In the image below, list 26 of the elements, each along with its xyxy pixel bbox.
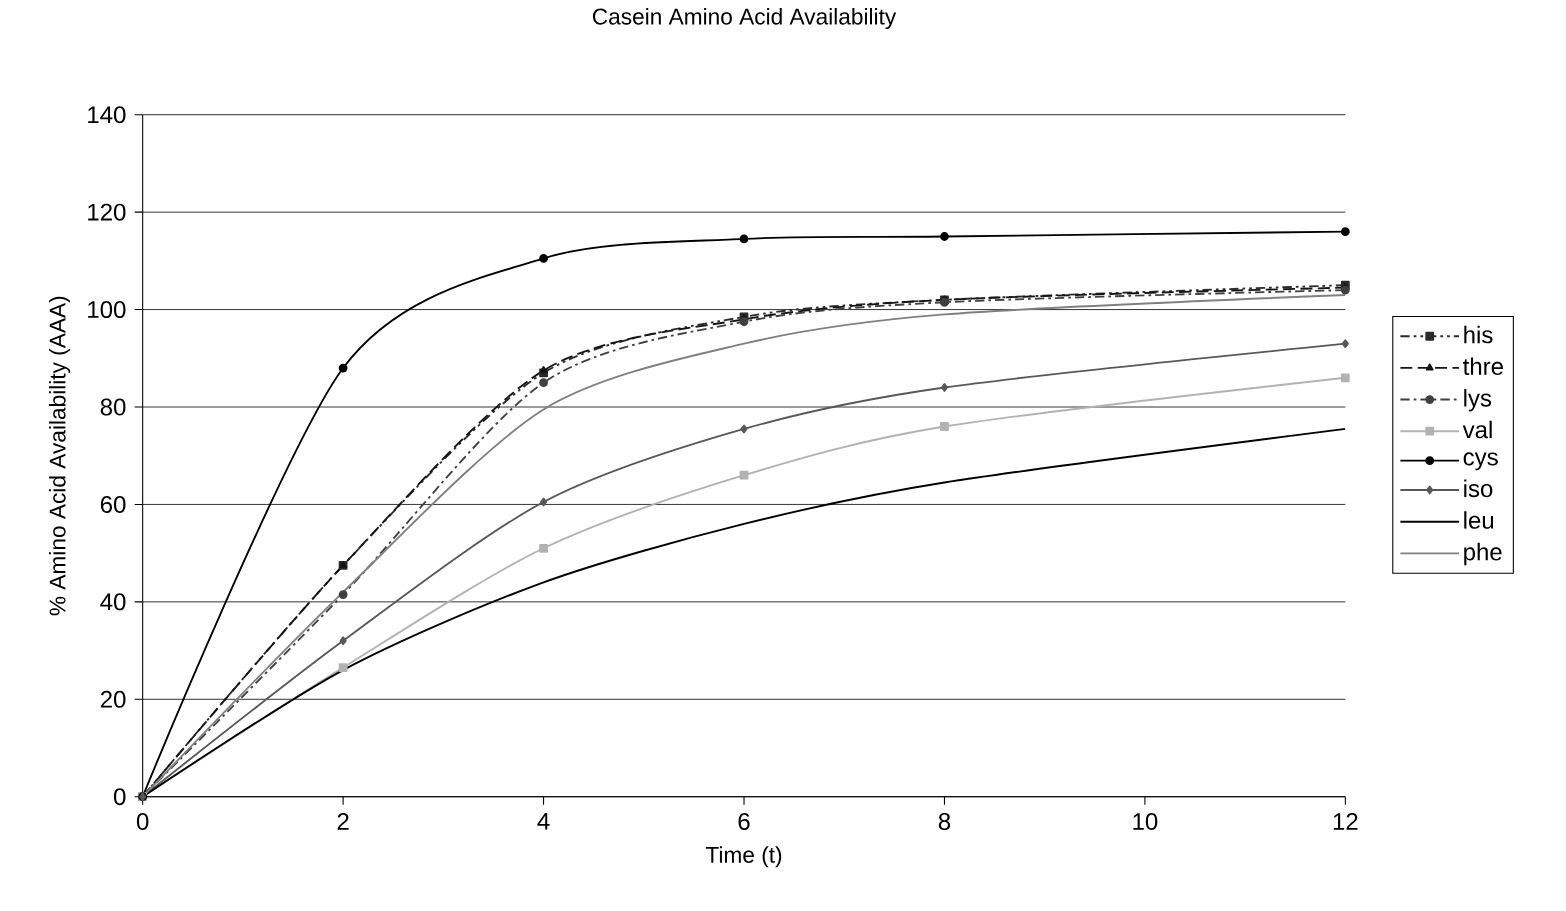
legend-label: phe: [1464, 543, 1502, 566]
legend-label: leu: [1464, 511, 1494, 529]
legend-label: cys: [1463, 452, 1498, 471]
chart-title: Casein Amino Acid Availability: [592, 8, 897, 30]
x-tick-label: 8: [938, 813, 951, 831]
legend-label: iso: [1464, 479, 1493, 498]
legend-label: thre: [1463, 357, 1503, 376]
legend-label: lys: [1464, 389, 1492, 412]
x-tick-label: 6: [738, 813, 750, 831]
y-tick-label: 20: [100, 690, 126, 708]
y-tick-label: 80: [100, 398, 126, 416]
x-axis-title: Time (t): [705, 846, 782, 868]
x-tick-label: 12: [1333, 813, 1358, 830]
x-tick-label: 0: [136, 813, 149, 831]
legend-label: his: [1464, 325, 1493, 344]
y-tick-label: 140: [88, 106, 126, 124]
x-tick-label: 10: [1133, 813, 1158, 831]
legend-label: val: [1462, 420, 1492, 439]
x-tick-label: 4: [537, 813, 550, 830]
y-tick-label: 100: [88, 301, 126, 319]
y-axis-title: % Amino Acid Availability (AAA): [48, 296, 71, 616]
y-tick-label: 60: [100, 496, 126, 514]
y-tick-label: 0: [114, 788, 126, 806]
y-tick-label: 40: [100, 593, 126, 611]
y-tick-label: 120: [88, 203, 126, 221]
x-tick-label: 2: [337, 813, 349, 830]
